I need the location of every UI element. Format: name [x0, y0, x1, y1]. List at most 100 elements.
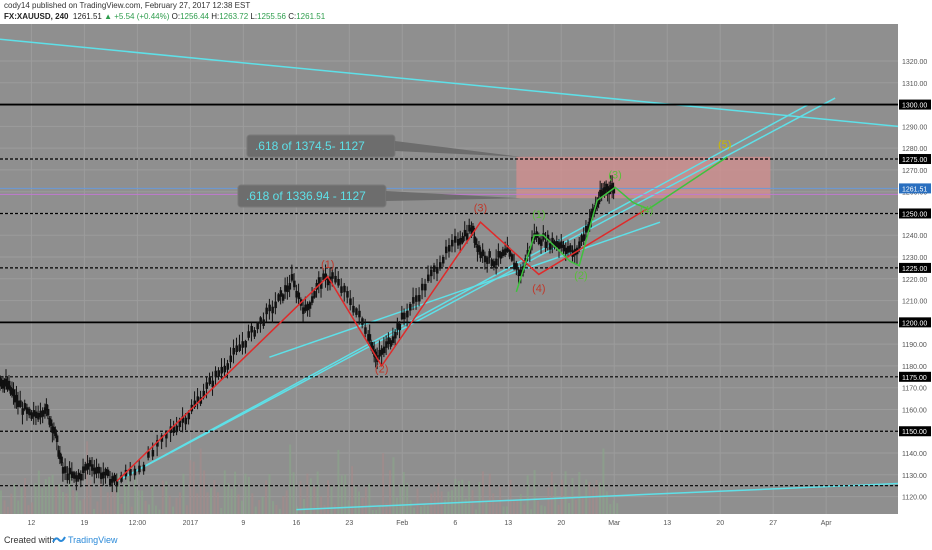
- candle-body: [562, 244, 565, 252]
- candle-body: [468, 224, 471, 232]
- volume-bar: [165, 481, 168, 514]
- volume-bar: [237, 494, 240, 514]
- candle-body: [142, 464, 146, 472]
- candle-body: [515, 263, 518, 270]
- candle-body: [244, 340, 247, 348]
- x-tick-label: 20: [557, 520, 565, 527]
- volume-bar: [481, 471, 484, 514]
- volume-bar: [244, 473, 247, 514]
- volume-bar: [203, 470, 206, 514]
- candle-body: [113, 474, 116, 482]
- candle-body: [331, 272, 334, 279]
- volume-bar: [34, 483, 37, 514]
- chart-header: cody14 published on TradingView.com, Feb…: [0, 0, 932, 24]
- volume-bar: [175, 497, 178, 514]
- candle-body: [477, 245, 481, 252]
- candle-body: [340, 286, 343, 293]
- candle-body: [481, 249, 485, 257]
- candle-body: [590, 211, 593, 218]
- candle-body: [326, 278, 330, 286]
- volume-bar: [130, 506, 133, 514]
- volume-bar: [223, 470, 226, 514]
- volume-bar: [79, 500, 82, 514]
- candle-body: [396, 323, 399, 330]
- candle-body: [337, 278, 340, 286]
- candle-body: [241, 341, 244, 348]
- volume-bar: [227, 482, 230, 514]
- candle-body: [259, 317, 262, 324]
- candle-body: [380, 348, 384, 355]
- tradingview-brand[interactable]: TradingView: [68, 535, 118, 545]
- candle-body: [513, 262, 516, 270]
- volume-bar: [358, 491, 361, 514]
- candle-body: [584, 225, 588, 233]
- volume-bar: [247, 476, 250, 514]
- volume-bar: [20, 487, 23, 514]
- candle-body: [508, 250, 512, 257]
- candle-body: [271, 306, 274, 314]
- candle-body: [88, 460, 92, 467]
- volume-bar: [10, 493, 13, 514]
- candle-body: [97, 466, 101, 474]
- annotation-pointer: [394, 140, 521, 157]
- y-tick-label: 1120.00: [902, 495, 927, 502]
- candle-body: [566, 246, 570, 253]
- chart-area[interactable]: (1) (2) (3) (4) (1) (2) (3) (4) (5) .618 of 1374.…: [0, 24, 932, 530]
- price-level-tag: [899, 262, 931, 273]
- candle-body: [82, 466, 85, 473]
- candle-body: [48, 418, 51, 425]
- candle-body: [453, 236, 457, 243]
- candle-body: [600, 190, 604, 198]
- candle-body: [483, 255, 487, 263]
- wave-line-red: [116, 208, 647, 482]
- candle-body: [91, 464, 94, 471]
- volume-bar: [92, 509, 95, 514]
- candle-body: [223, 365, 226, 373]
- candle-body: [84, 464, 87, 471]
- volume-bar: [148, 504, 151, 514]
- candle-body: [355, 308, 358, 315]
- candle-body: [262, 319, 265, 326]
- candle-body: [100, 472, 103, 480]
- volume-bar: [206, 492, 209, 514]
- candle-body: [361, 318, 364, 325]
- y-tick-label: 1190.00: [902, 342, 927, 349]
- annotation-text: .618 of 1336.94 - 1127: [246, 189, 366, 203]
- y-tick-label: 1270.00: [902, 168, 927, 175]
- volume-bar: [117, 474, 120, 514]
- volume-bar: [557, 504, 560, 514]
- candle-body: [211, 380, 215, 388]
- volume-bar: [612, 500, 615, 514]
- volume-bar: [605, 491, 608, 514]
- current-price: 1261.51: [72, 12, 102, 21]
- candle-body: [519, 269, 523, 276]
- volume-bar: [402, 472, 405, 514]
- candle-body: [602, 188, 605, 195]
- candle-body: [93, 467, 96, 475]
- footer: Created with TradingView: [0, 530, 932, 550]
- candle-body: [295, 290, 298, 298]
- y-tick-label: 1140.00: [902, 451, 927, 458]
- y-tick-label: 1240.00: [902, 233, 927, 240]
- x-tick-label: 20: [716, 520, 724, 527]
- candle-body: [421, 283, 424, 291]
- volume-bar: [72, 490, 75, 514]
- volume-bar: [185, 505, 188, 514]
- candle-body: [86, 463, 90, 470]
- candle-body: [138, 465, 141, 473]
- candle-body: [450, 239, 454, 247]
- candle-body: [606, 186, 610, 193]
- candle-body: [609, 185, 613, 192]
- candle-body: [439, 262, 442, 269]
- volume-bar: [564, 471, 567, 514]
- candle-body: [371, 345, 375, 353]
- last-price-tag: [899, 183, 931, 194]
- volume-bar: [399, 484, 402, 514]
- candle-body: [281, 294, 285, 301]
- volume-bar: [182, 473, 185, 514]
- volume-bar: [134, 476, 137, 514]
- candle-body: [470, 227, 473, 235]
- x-tick-label: 2017: [183, 520, 199, 527]
- volume-bar: [543, 506, 546, 514]
- price-chart[interactable]: (1) (2) (3) (4) (1) (2) (3) (4) (5) .618 of 1374.…: [0, 24, 932, 530]
